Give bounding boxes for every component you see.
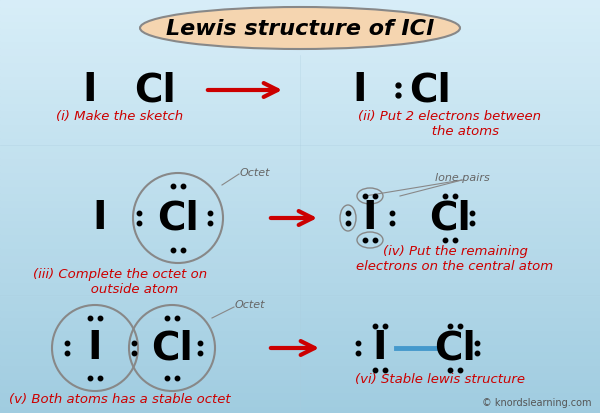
Text: I: I	[83, 71, 97, 109]
Bar	[0, 275, 600, 282]
Bar	[0, 131, 600, 138]
Bar	[0, 34, 600, 41]
Text: (iv) Put the remaining
electrons on the central atom: (iv) Put the remaining electrons on the …	[356, 245, 554, 273]
Text: Lewis structure of ICl: Lewis structure of ICl	[166, 19, 434, 39]
Bar	[0, 186, 600, 193]
Bar	[0, 358, 600, 365]
Text: I: I	[363, 199, 377, 237]
Bar	[0, 96, 600, 103]
Bar	[0, 199, 600, 206]
Bar	[0, 282, 600, 289]
Bar	[0, 379, 600, 385]
Bar	[0, 76, 600, 83]
Bar	[0, 330, 600, 337]
Text: Cl: Cl	[429, 199, 471, 237]
Bar	[0, 110, 600, 117]
Bar	[0, 172, 600, 179]
Text: I: I	[88, 329, 102, 367]
Bar	[0, 179, 600, 186]
Text: Octet: Octet	[235, 300, 265, 310]
Bar	[0, 365, 600, 372]
Bar	[0, 406, 600, 413]
Bar	[0, 344, 600, 351]
Text: Cl: Cl	[434, 329, 476, 367]
Bar	[0, 289, 600, 296]
Bar	[0, 351, 600, 358]
Ellipse shape	[140, 7, 460, 49]
Bar	[0, 337, 600, 344]
Bar	[0, 90, 600, 96]
Bar	[0, 55, 600, 62]
Text: Cl: Cl	[134, 71, 176, 109]
Bar	[0, 7, 600, 14]
Bar	[0, 268, 600, 275]
Bar	[0, 62, 600, 69]
Bar	[0, 317, 600, 323]
Bar	[0, 303, 600, 310]
Bar	[0, 152, 600, 158]
Text: lone pairs: lone pairs	[435, 173, 490, 183]
Text: I: I	[353, 71, 367, 109]
Bar	[0, 103, 600, 110]
Text: Cl: Cl	[151, 329, 193, 367]
Bar	[0, 165, 600, 172]
Bar	[0, 323, 600, 330]
Bar	[0, 399, 600, 406]
Bar	[0, 255, 600, 261]
Text: Cl: Cl	[157, 199, 199, 237]
Text: © knordslearning.com: © knordslearning.com	[482, 398, 592, 408]
Bar	[0, 14, 600, 21]
Bar	[0, 220, 600, 227]
Bar	[0, 28, 600, 34]
Text: I: I	[93, 199, 107, 237]
Bar	[0, 234, 600, 241]
Bar	[0, 227, 600, 234]
Bar	[0, 48, 600, 55]
Text: (v) Both atoms has a stable octet: (v) Both atoms has a stable octet	[9, 393, 231, 406]
Bar	[0, 21, 600, 28]
Text: (iii) Complete the octet on
       outside atom: (iii) Complete the octet on outside atom	[33, 268, 207, 296]
Bar	[0, 214, 600, 220]
Bar	[0, 310, 600, 317]
Text: (vi) Stable lewis structure: (vi) Stable lewis structure	[355, 373, 525, 386]
Text: I: I	[373, 329, 387, 367]
Bar	[0, 296, 600, 303]
Text: Cl: Cl	[409, 71, 451, 109]
Bar	[0, 117, 600, 124]
Bar	[0, 83, 600, 90]
Bar	[0, 206, 600, 214]
Bar	[0, 372, 600, 379]
Bar	[0, 241, 600, 248]
Bar	[0, 261, 600, 268]
Bar	[0, 385, 600, 392]
Bar	[0, 392, 600, 399]
Bar	[0, 248, 600, 255]
Text: Octet: Octet	[240, 168, 271, 178]
Bar	[0, 193, 600, 199]
Bar	[0, 145, 600, 152]
Bar	[0, 158, 600, 165]
Text: (i) Make the sketch: (i) Make the sketch	[56, 110, 184, 123]
Bar	[0, 69, 600, 76]
Bar	[0, 138, 600, 145]
Text: (ii) Put 2 electrons between
       the atoms: (ii) Put 2 electrons between the atoms	[359, 110, 542, 138]
Bar	[0, 124, 600, 131]
Bar	[0, 41, 600, 48]
Bar	[0, 0, 600, 7]
